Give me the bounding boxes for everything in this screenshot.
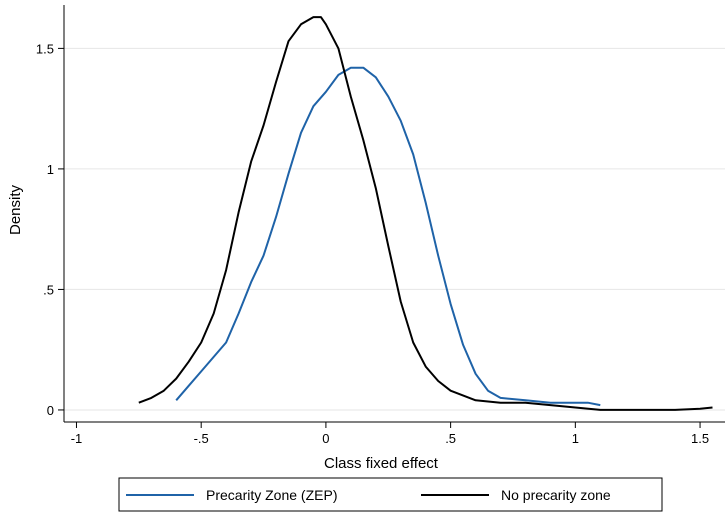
- y-tick-label: 0: [47, 403, 54, 418]
- x-tick-label: 1: [572, 431, 579, 446]
- series-layer: [138, 16, 713, 411]
- y-tick-label: .5: [43, 282, 54, 297]
- legend: Precarity Zone (ZEP) No precarity zone: [118, 477, 663, 512]
- y-tick-label: 1.5: [36, 41, 54, 56]
- y-tick-label: 1: [47, 162, 54, 177]
- axes: [63, 5, 725, 423]
- x-tick-label: 1.5: [691, 431, 709, 446]
- legend-label-zep: Precarity Zone (ZEP): [206, 487, 337, 503]
- series-line-zep: [175, 66, 601, 407]
- y-ticks: 0 .5 1 1.5: [36, 41, 64, 418]
- x-axis-title: Class fixed effect: [324, 455, 439, 472]
- legend-box: [118, 477, 663, 512]
- y-axis-title: Density: [7, 184, 24, 235]
- series-line-no-zep: [138, 16, 713, 411]
- x-tick-label: -1: [71, 431, 83, 446]
- grid-lines: [64, 47, 725, 411]
- x-tick-label: 0: [322, 431, 329, 446]
- x-ticks: -1 -.5 0 .5 1 1.5: [71, 422, 709, 446]
- x-tick-label: .5: [445, 431, 456, 446]
- x-tick-label: -.5: [194, 431, 209, 446]
- legend-label-no-zep: No precarity zone: [501, 487, 611, 503]
